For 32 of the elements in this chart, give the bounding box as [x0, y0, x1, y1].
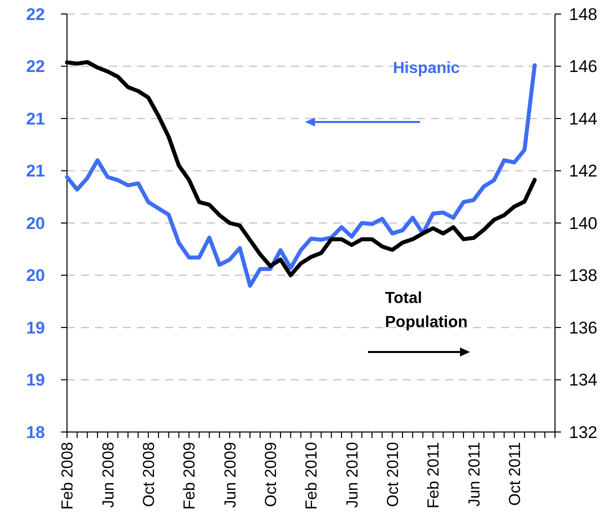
y-tick-label: 19 [26, 318, 45, 338]
text: Hispanic [393, 60, 460, 77]
y-tick-label: 22 [26, 4, 45, 24]
x-tick-label: Feb 2008 [60, 442, 77, 510]
y-tick-label: 22 [26, 57, 45, 76]
y-tick-label: 21 [26, 109, 45, 128]
y2-tick-label: 136 [569, 318, 598, 338]
y-tick-label: 19 [26, 370, 45, 390]
text: Total Population [385, 290, 468, 331]
x-tick-label: Jun 2010 [344, 442, 362, 508]
y2-tick-label: 148 [569, 4, 598, 24]
y2-tick-label: 134 [569, 370, 598, 390]
y2-tick-label: 146 [569, 57, 598, 76]
y-tick-label: 21 [26, 162, 45, 181]
x-tick-label: Oct 2009 [262, 442, 280, 507]
x-tick-label: Jun 2009 [222, 442, 240, 508]
y-tick-label: 18 [26, 422, 45, 442]
y2-tick-label: 132 [569, 422, 598, 442]
y-tick-label: 20 [26, 214, 45, 233]
y2-tick-label: 138 [569, 266, 598, 286]
x-tick-label: Feb 2010 [304, 442, 321, 510]
y2-tick-label: 140 [569, 214, 598, 233]
x-tick-label: Oct 2008 [140, 442, 158, 507]
x-tick-label: Feb 2009 [182, 442, 199, 510]
y-tick-label: 20 [26, 266, 45, 286]
x-tick-label: Jun 2011 [466, 442, 484, 507]
x-tick-label: Jun 2008 [100, 442, 118, 508]
x-tick-label: Feb 2011 [426, 442, 443, 508]
x-tick-label: Oct 2010 [384, 442, 402, 507]
x-tick-label: Oct 2011 [506, 442, 524, 506]
y2-tick-label: 144 [569, 109, 598, 128]
y2-tick-label: 142 [569, 162, 598, 181]
